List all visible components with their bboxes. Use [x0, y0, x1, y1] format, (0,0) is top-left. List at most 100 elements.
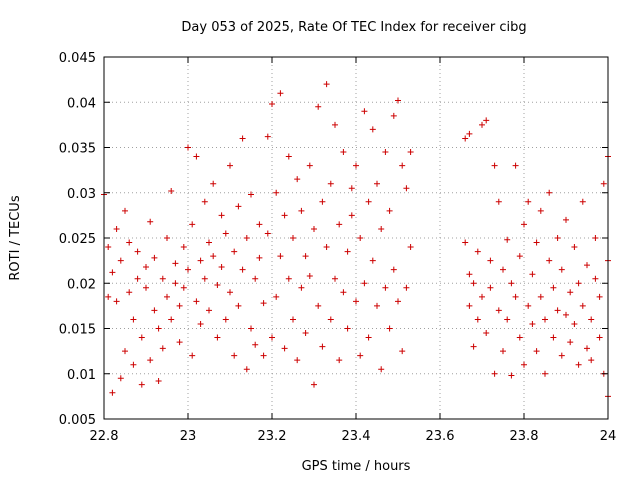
data-point — [294, 357, 301, 364]
data-point — [143, 284, 149, 291]
data-point — [512, 162, 519, 169]
data-point — [285, 153, 292, 160]
data-points — [101, 81, 611, 400]
data-point — [336, 221, 343, 228]
data-point — [571, 244, 578, 251]
data-point — [155, 377, 162, 384]
data-point — [222, 230, 229, 237]
data-point — [365, 334, 372, 341]
data-point — [122, 207, 128, 214]
data-point — [298, 284, 305, 291]
data-point — [395, 298, 401, 305]
data-point — [487, 257, 494, 264]
data-point — [172, 280, 179, 287]
data-point — [592, 275, 599, 282]
data-point — [143, 263, 149, 270]
data-point — [340, 149, 347, 156]
data-point — [206, 307, 212, 314]
data-point — [390, 112, 397, 119]
data-point — [201, 198, 208, 205]
data-point — [269, 101, 275, 108]
data-point — [579, 198, 586, 205]
data-point — [571, 320, 578, 327]
data-point — [273, 293, 280, 300]
data-point — [214, 334, 221, 341]
data-point — [248, 325, 254, 332]
data-point — [550, 334, 557, 341]
data-point — [277, 253, 284, 260]
data-point — [512, 293, 519, 300]
data-point — [474, 316, 481, 323]
data-point — [189, 221, 196, 228]
data-point — [231, 352, 238, 359]
data-point — [462, 135, 469, 142]
data-point — [483, 330, 490, 337]
data-point — [386, 207, 393, 214]
data-point — [474, 248, 481, 255]
y-tick-label: 0.015 — [59, 323, 96, 338]
data-point — [500, 266, 506, 273]
data-point — [382, 149, 389, 156]
data-point — [546, 189, 553, 196]
data-point — [466, 271, 473, 278]
axis-ticks: 22.8 23 23.2 23.4 23.6 23.8 24 0.005 0.01 0.015 0.… — [59, 51, 616, 444]
y-tick-label: 0.02 — [67, 277, 96, 292]
y-tick-label: 0.025 — [59, 232, 96, 247]
data-point — [227, 162, 233, 169]
data-point — [319, 343, 326, 350]
data-point — [176, 339, 183, 346]
data-point — [311, 381, 317, 388]
data-point — [311, 225, 317, 232]
data-point — [168, 316, 175, 323]
data-point — [243, 366, 250, 373]
data-point — [168, 187, 175, 194]
data-point — [462, 239, 469, 246]
data-point — [185, 144, 191, 151]
data-point — [508, 372, 515, 379]
data-point — [567, 289, 574, 296]
data-point — [592, 235, 599, 241]
data-point — [399, 162, 406, 169]
data-point — [155, 325, 162, 332]
data-point — [206, 239, 212, 246]
data-point — [508, 280, 515, 287]
data-point — [537, 207, 544, 214]
data-point — [319, 198, 326, 205]
y-tick-label: 0.03 — [67, 187, 96, 202]
data-point — [235, 203, 242, 210]
x-tick-label: 22.8 — [90, 429, 119, 444]
data-point — [525, 302, 532, 309]
data-point — [117, 375, 124, 382]
data-point — [134, 248, 141, 255]
y-axis-label: ROTI / TECUs — [8, 195, 23, 280]
data-point — [260, 300, 267, 307]
data-point — [487, 284, 494, 291]
data-point — [378, 366, 385, 373]
x-tick-label: 24 — [600, 429, 617, 444]
data-point — [159, 275, 166, 282]
data-point — [290, 316, 296, 323]
data-point — [567, 339, 574, 346]
data-point — [504, 316, 511, 323]
data-point — [596, 334, 603, 341]
data-point — [231, 248, 238, 255]
data-point — [357, 235, 364, 241]
data-point — [588, 357, 595, 364]
data-point — [491, 370, 498, 377]
data-point — [479, 121, 485, 128]
data-point — [369, 126, 376, 133]
data-point — [407, 244, 414, 251]
data-point — [579, 302, 586, 309]
data-point — [235, 302, 242, 309]
data-point — [403, 284, 410, 291]
data-point — [466, 130, 473, 137]
data-point — [269, 334, 275, 341]
y-tick-label: 0.035 — [59, 142, 96, 157]
data-point — [521, 221, 527, 228]
data-point — [575, 280, 582, 287]
data-point — [500, 348, 506, 355]
data-point — [323, 244, 330, 251]
data-point — [340, 289, 347, 296]
data-point — [197, 257, 204, 264]
data-point — [584, 345, 590, 352]
